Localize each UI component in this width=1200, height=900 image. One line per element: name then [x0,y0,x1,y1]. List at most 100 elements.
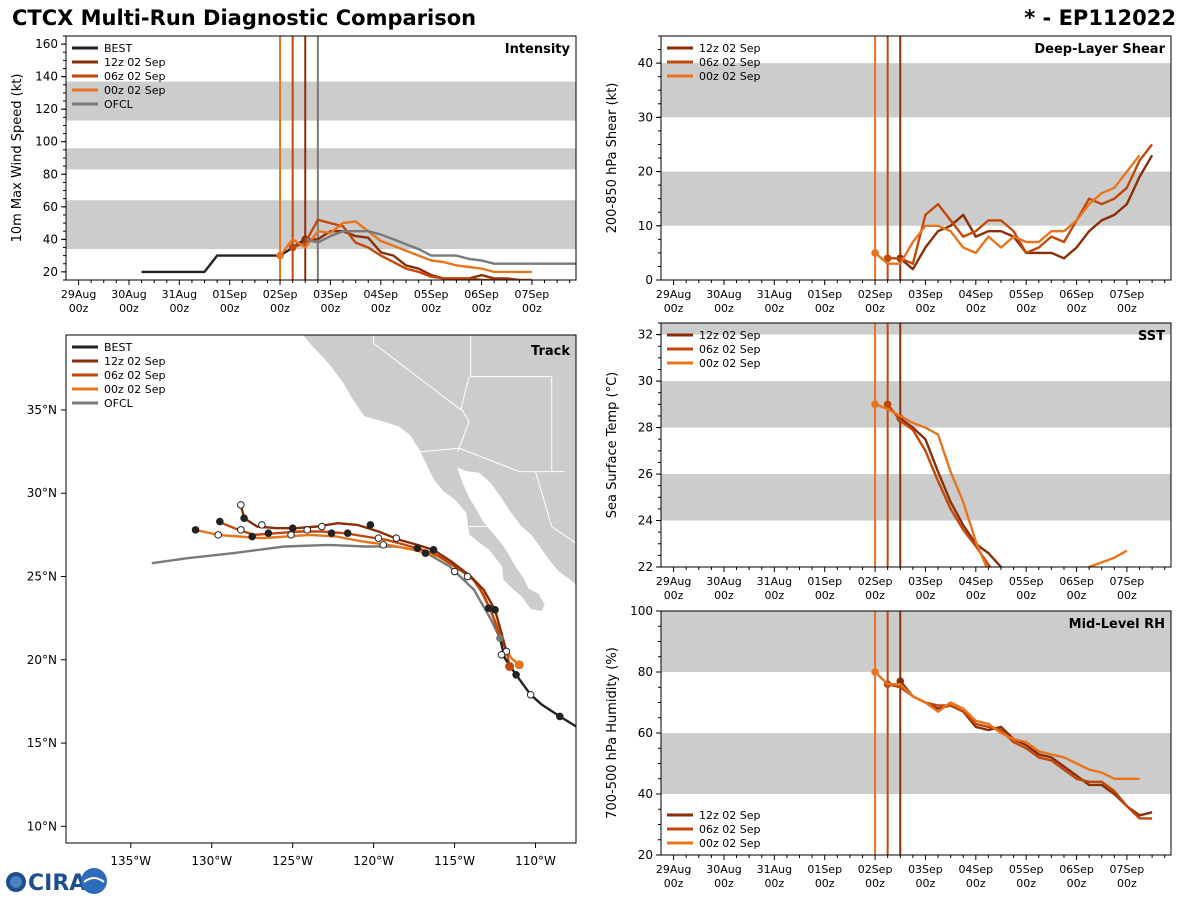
rh-ylabel: 700-500 hPa Humidity (%) [605,647,620,819]
intensity-band-1 [66,148,576,170]
shear-xtick-day: 04Sep [958,288,993,301]
rh-xtick-hour: 00z [664,877,684,890]
shear-ytick-label: 20 [638,165,653,179]
intensity-legend-label: 12z 02 Sep [104,56,166,69]
track-position-marker [463,572,472,581]
track-position-marker [327,529,336,538]
border-line-3 [470,335,552,378]
shear-legend-label: 12z 02 Sep [699,42,761,55]
sst-series-group [871,400,1128,567]
rh-xtick-day: 06Sep [1059,863,1094,876]
shear-xtick-hour: 00z [1117,302,1137,315]
track-series-00z-02-Sep [195,528,521,666]
intensity-xtick-hour: 00z [220,302,240,315]
logo-text: CIRA [28,871,86,896]
shear-band-0 [661,171,1171,226]
rh-legend-label: 00z 02 Sep [699,837,761,850]
intensity-xtick-day: 01Sep [212,288,247,301]
shear-ytick-label: 40 [638,56,653,70]
track-position-marker [248,532,256,541]
shear-xtick-hour: 00z [916,302,936,315]
track-xtick-label: 135°W [110,854,151,868]
intensity-xtick-day: 05Sep [414,288,449,301]
shear-ylabel: 200-850 hPa Shear (kt) [605,83,620,234]
sst-ytick-label: 28 [638,421,653,435]
sst-xtick-day: 06Sep [1059,575,1094,588]
intensity-xtick-hour: 00z [169,302,189,315]
shear-init-marker [883,254,892,263]
rh-xtick-day: 03Sep [908,863,943,876]
sst-legend-label: 06z 02 Sep [699,343,761,356]
shear-series-group [871,143,1154,271]
intensity-xtick-day: 03Sep [313,288,348,301]
sst-frame [660,322,1172,568]
sst-xtick-day: 03Sep [908,575,943,588]
rh-xtick-hour: 00z [966,877,986,890]
cira-logo-icon: CIRA [6,868,107,896]
intensity-series-06z-02-Sep [292,218,532,280]
border-line-6 [535,471,576,544]
intensity-legend-label: 06z 02 Sep [104,70,166,83]
shear-xtick-day: 29Aug [656,288,691,301]
shear-xtick-hour: 00z [865,302,885,315]
sst-xtick-hour: 00z [865,589,885,602]
track-position-marker [366,521,375,529]
sst-ytick-label: 26 [638,467,653,481]
track-position-marker [288,524,297,533]
track-position-marker [505,661,515,671]
shear-panel: 01020304029Aug00z30Aug00z31Aug00z01Sep00… [605,35,1172,315]
intensity-ytick-label: 20 [43,265,58,279]
track-legend-label: 06z 02 Sep [104,369,166,382]
rh-series-06z-02-Sep [887,683,1153,820]
track-position-marker [421,549,430,557]
sst-xtick-hour: 00z [966,589,986,602]
sst-xtick-hour: 00z [714,589,734,602]
intensity-xtick-hour: 00z [119,302,139,315]
sst-xtick-hour: 00z [1016,589,1036,602]
intensity-xtick-day: 30Aug [111,288,146,301]
intensity-ytick-label: 80 [43,167,58,181]
shear-xtick-day: 07Sep [1110,288,1145,301]
track-legend-label: 12z 02 Sep [104,355,166,368]
rh-xtick-day: 30Aug [706,863,741,876]
track-position-marker [526,690,535,699]
track-xtick-label: 130°W [191,854,232,868]
rh-xtick-hour: 00z [1117,877,1137,890]
sst-series-12z-02-Sep [899,417,1003,567]
track-position-marker [497,650,506,659]
shear-legend-label: 00z 02 Sep [699,70,761,83]
rh-ytick-label: 100 [630,604,653,618]
track-series-12z-02-Sep [239,504,508,652]
border-line-0 [373,335,462,411]
sst-ylabel: Sea Surface Temp (°C) [605,372,620,519]
track-position-marker [392,534,401,543]
intensity-xtick-hour: 00z [321,302,341,315]
track-ytick-label: 15°N [27,736,57,750]
intensity-xtick-day: 04Sep [363,288,398,301]
shear-legend-label: 06z 02 Sep [699,56,761,69]
sst-xtick-hour: 00z [815,589,835,602]
shear-ytick-label: 0 [645,273,653,287]
intensity-xtick-hour: 00z [472,302,492,315]
rh-xtick-hour: 00z [1016,877,1036,890]
shear-title: Deep-Layer Shear [1034,42,1165,57]
intensity-ylabel: 10m Max Wind Speed (kt) [10,74,25,243]
track-position-marker [318,522,326,531]
track-position-marker [240,514,248,523]
sst-ytick-label: 32 [638,328,653,342]
rh-xtick-hour: 00z [764,877,784,890]
track-position-marker [429,546,438,554]
track-ytick-label: 30°N [27,486,57,500]
intensity-xtick-hour: 00z [522,302,542,315]
track-position-marker [343,529,352,538]
intensity-xtick-hour: 00z [371,302,391,315]
shear-init-marker [871,249,879,257]
sst-xtick-hour: 00z [1067,589,1087,602]
track-position-marker [214,531,222,539]
sst-init-marker [871,400,879,409]
shear-xtick-hour: 00z [664,302,684,315]
intensity-xtick-day: 31Aug [162,288,197,301]
intensity-legend-label: BEST [104,42,132,55]
track-xtick-label: 120°W [353,854,394,868]
